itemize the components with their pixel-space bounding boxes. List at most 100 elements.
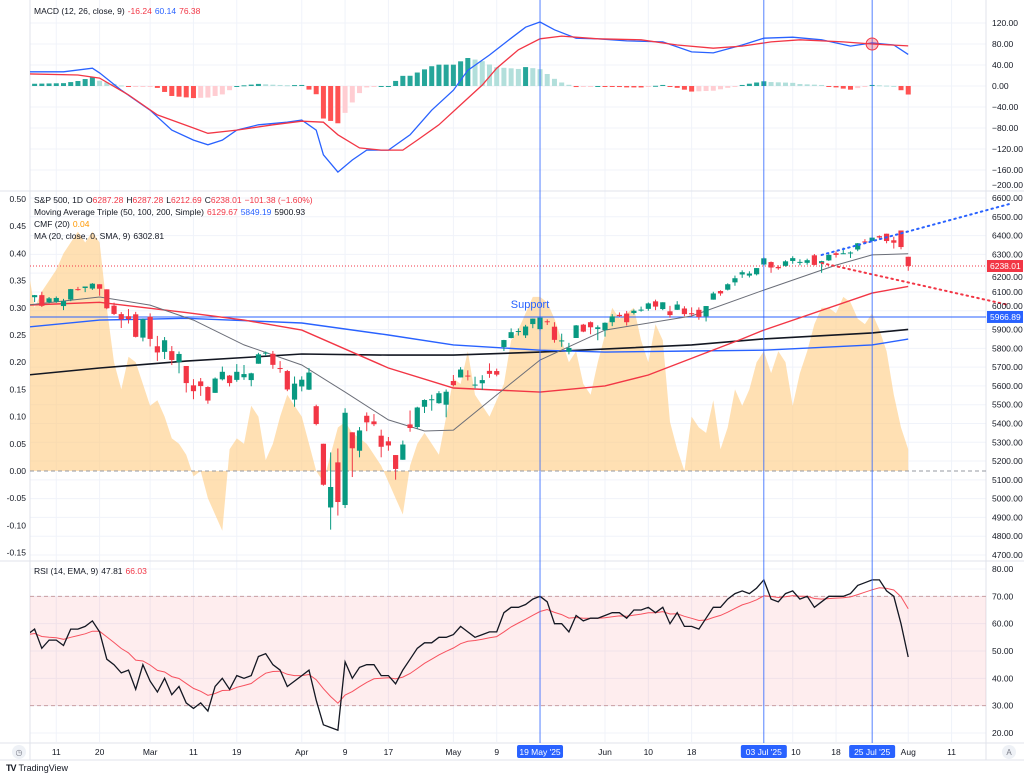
rsi-axis-tick: 40.00 [992,673,1014,683]
candle-body [566,347,572,352]
time-axis-tick: May [445,747,462,757]
macd-histogram-bar [443,64,449,86]
candle-body [681,308,688,315]
macd-histogram-bar [624,86,630,88]
candle-body [898,230,904,248]
ma20-legend[interactable]: MA (20, close, 0, SMA, 9) 6302.81 [34,230,316,242]
rsi-legend[interactable]: RSI (14, EMA, 9) 47.81 66.03 [34,565,150,577]
support-price-badge-label: 5966.89 [990,312,1021,322]
candle-body [710,293,716,300]
candle [443,389,449,418]
macd-histogram-bar [746,83,752,86]
candle-body [725,284,731,290]
candle-body [104,289,110,309]
ma50-value: 6129.67 [206,207,238,217]
macd-histogram-bar [811,84,817,86]
macd-histogram-bar [515,68,521,86]
candle-body [652,301,659,307]
candle-body [255,354,262,364]
candle [270,350,276,369]
macd-histogram-bar [696,86,702,92]
macd-histogram-bar [75,81,81,86]
candle [104,289,110,310]
candle [371,414,377,427]
candle [277,361,283,373]
candle [631,309,637,315]
macd-histogram-bar [255,83,261,86]
macd-histogram-bar [97,80,103,86]
macd-histogram-bar [169,86,175,96]
candle-body [530,318,536,325]
candle-body [421,399,428,407]
candle-body [508,332,514,338]
candle-body [826,254,832,261]
support-label: Support [511,299,550,311]
candle [328,452,334,530]
high-value: 6287.28 [132,195,164,205]
candle-body [660,302,666,310]
candle [566,342,572,355]
macd-histogram-bar [609,86,615,87]
cmf-value: 0.04 [72,219,90,229]
candle-body [862,241,868,243]
auto-scale-button[interactable]: A [1002,745,1016,759]
candle-body [479,380,485,384]
macd-histogram-bar [313,86,319,95]
macd-histogram-bar [660,84,666,86]
candle [595,325,601,341]
macd-signal-line [30,35,909,151]
candle-body [587,322,594,328]
candle-body [328,486,334,508]
macd-histogram-bar [797,84,803,86]
candle-body [161,340,168,352]
macd-histogram-bar [82,79,88,86]
tradingview-brand[interactable]: TV TradingView [6,763,68,773]
candle [710,291,716,300]
price-axis-tick: 4900.00 [992,512,1023,522]
macd-histogram-bar [732,86,738,87]
candle-body [494,371,500,375]
candle [248,372,254,387]
candle [320,443,327,486]
timezone-icon[interactable]: ◷ [12,745,26,759]
ma20-label: MA (20, close, 0, SMA, 9) [34,231,131,241]
candle-body [624,313,630,323]
candle-body [689,313,695,315]
ma200-line [30,328,909,376]
candle [660,302,666,311]
candle [587,321,594,335]
macd-histogram-bar [703,86,709,92]
trendline[interactable] [820,262,1011,307]
candle-body [782,261,789,266]
candle [689,307,695,317]
candle-body [559,340,565,342]
candle-body [118,314,124,320]
candle-body [551,326,558,340]
trendline[interactable] [820,203,1011,256]
ma-triple-legend[interactable]: Moving Average Triple (50, 100, 200, Sim… [34,206,316,218]
time-axis-tick: 17 [384,747,394,757]
candle [161,337,168,360]
rsi-axis-tick: 80.00 [992,564,1014,574]
rsi-axis-tick: 50.00 [992,646,1014,656]
macd-histogram-bar [559,82,565,86]
open-value: 6287.28 [92,195,124,205]
candle [385,437,391,451]
macd-histogram-bar [653,85,659,87]
candle [746,271,752,278]
candle-body [905,256,911,267]
cmf-legend[interactable]: CMF (20) 0.04 [34,218,316,230]
candle [530,318,536,329]
symbol-legend[interactable]: S&P 500, 1D O6287.28 H6287.28 L6212.69 C6238… [34,194,316,206]
macd-histogram-bar [349,86,355,103]
price-axis-tick: 6300.00 [992,249,1023,259]
macd-histogram-bar [472,59,478,86]
candle [133,311,139,338]
candle [645,302,651,311]
candle-body [356,430,363,451]
candle [681,306,688,317]
macd-histogram-bar [479,61,485,86]
candle [703,306,709,322]
macd-line [30,21,909,174]
